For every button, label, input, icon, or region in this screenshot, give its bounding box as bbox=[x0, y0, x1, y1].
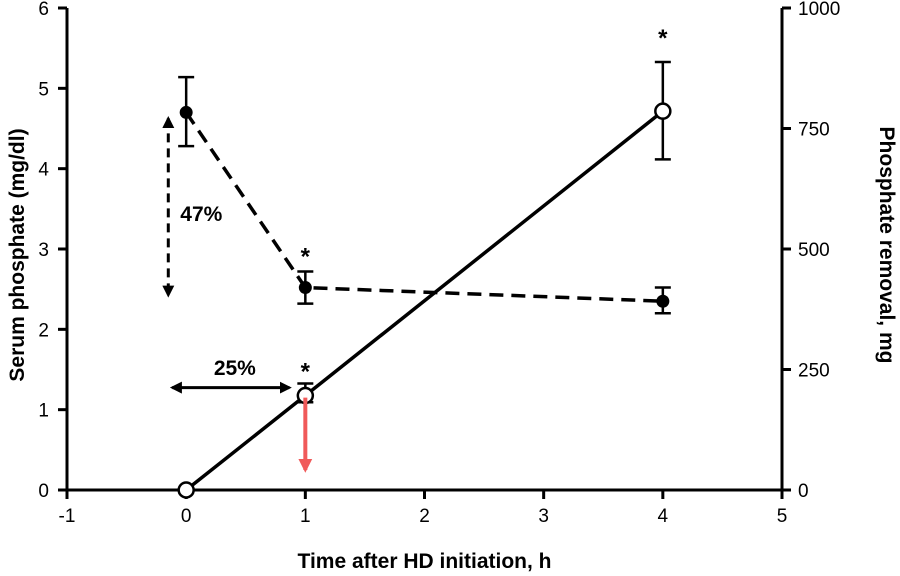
right-y-tick-label: 500 bbox=[798, 240, 830, 261]
x-axis: -1 0 1 2 3 4 5 bbox=[59, 488, 788, 527]
x-tick-label: -1 bbox=[59, 506, 76, 527]
x-tick-label: 0 bbox=[181, 506, 192, 527]
right-y-tick-label: 250 bbox=[798, 361, 830, 382]
left-y-tick-label: 2 bbox=[38, 320, 49, 341]
data-point-filled bbox=[179, 105, 193, 119]
left-y-tick-label: 0 bbox=[38, 481, 49, 502]
right-y-tick-label: 1000 bbox=[798, 0, 840, 20]
right-y-tick-label: 0 bbox=[798, 481, 809, 502]
data-point-open bbox=[177, 481, 195, 499]
x-tick-label: 5 bbox=[777, 506, 788, 527]
x-tick-label: 4 bbox=[658, 506, 669, 527]
left-y-axis-title: Serum phosphate (mg/dl) bbox=[6, 128, 29, 381]
x-tick-label: 2 bbox=[419, 506, 430, 527]
annotation-label-25-percent: 25% bbox=[214, 357, 256, 380]
data-point-open bbox=[654, 102, 672, 120]
series-line bbox=[184, 111, 663, 303]
right-y-axis-title: Phosphate removal, mg bbox=[875, 127, 898, 364]
right-y-axis: 0 250 500 750 1000 bbox=[780, 0, 840, 502]
x-tick-label: 1 bbox=[300, 506, 311, 527]
data-point-filled bbox=[656, 294, 670, 308]
significance-star: * bbox=[658, 25, 668, 52]
annotation-label-47-percent: 47% bbox=[180, 203, 222, 226]
series-phosphate-removal bbox=[177, 60, 672, 499]
left-y-tick-label: 3 bbox=[38, 240, 49, 261]
series-line bbox=[185, 109, 664, 492]
x-axis-title: Time after HD initiation, h bbox=[298, 550, 552, 573]
series-serum-phosphate bbox=[178, 75, 671, 315]
right-y-tick-label: 750 bbox=[798, 120, 830, 141]
significance-marks: * * * bbox=[301, 25, 668, 385]
annotation-25-percent: 25% bbox=[169, 357, 292, 394]
left-y-ticks: 0 1 2 3 4 5 6 bbox=[38, 0, 67, 502]
significance-star: * bbox=[301, 358, 311, 385]
x-ticks: -1 0 1 2 3 4 5 bbox=[59, 490, 788, 527]
right-y-ticks: 0 250 500 750 1000 bbox=[782, 0, 840, 502]
left-y-tick-label: 5 bbox=[38, 79, 49, 100]
annotation-47-percent: 47% bbox=[162, 116, 223, 298]
significance-star: * bbox=[301, 244, 311, 271]
data-point-filled bbox=[298, 281, 312, 295]
left-y-tick-label: 6 bbox=[38, 0, 49, 20]
series-layer bbox=[177, 60, 672, 499]
x-tick-label: 3 bbox=[538, 506, 549, 527]
left-y-axis: 0 1 2 3 4 5 6 bbox=[38, 0, 69, 502]
left-y-tick-label: 1 bbox=[38, 401, 49, 422]
left-y-tick-label: 4 bbox=[38, 160, 49, 181]
